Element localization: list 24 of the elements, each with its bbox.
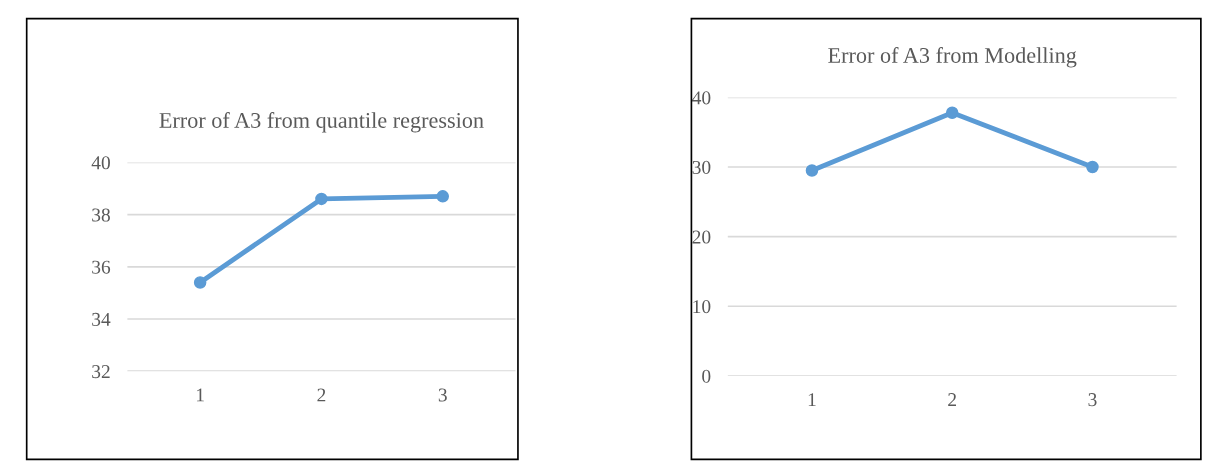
y-tick-label: 34 <box>92 312 111 326</box>
point <box>315 192 328 206</box>
y-tick-label: 40 <box>91 156 110 170</box>
x-tick-label: 3 <box>1088 393 1097 407</box>
x-tick-label: 3 <box>438 388 447 402</box>
point <box>945 106 959 120</box>
chart-title: Error of A3 from Modelling <box>828 47 1077 68</box>
x-tick-label: 1 <box>808 393 816 406</box>
x-tick-label: 2 <box>948 393 956 406</box>
x-tick-label: 2 <box>317 388 326 402</box>
y-tick-label: 32 <box>92 365 110 379</box>
y-tick-label: 30 <box>692 160 711 174</box>
y-tick-label: 40 <box>692 91 711 105</box>
x-tick-label: 1 <box>196 388 204 402</box>
y-tick-label: 10 <box>693 300 711 314</box>
point <box>193 276 207 289</box>
y-tick-label: 0 <box>702 369 711 383</box>
point <box>436 190 449 203</box>
point <box>805 164 819 177</box>
y-tick-label: 20 <box>692 230 711 244</box>
y-tick-label: 36 <box>92 260 111 274</box>
chart-title: Error of A3 from quantile regression <box>159 112 484 133</box>
point <box>1086 160 1099 174</box>
y-tick-label: 38 <box>92 208 110 222</box>
